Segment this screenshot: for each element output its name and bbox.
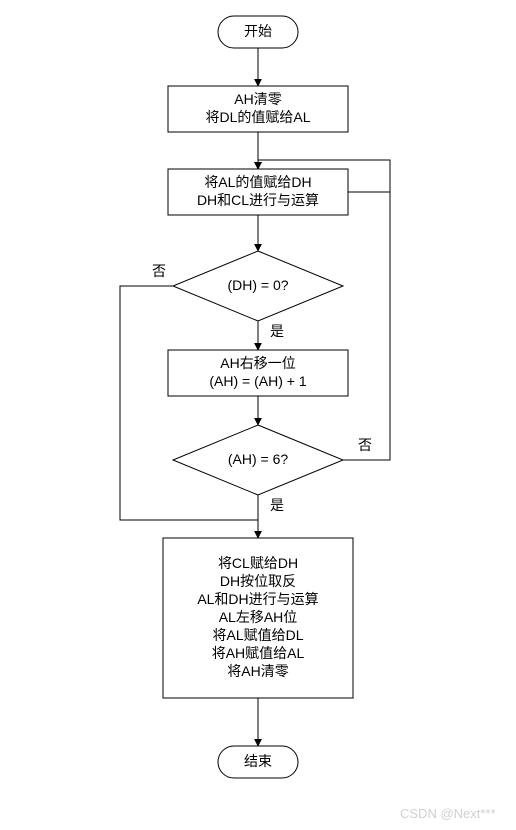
node-proc2: 将AL的值赋给DHDH和CL进行与运算: [168, 169, 348, 215]
edge-9: [343, 192, 390, 460]
node-dec2: (AH) = 6?: [173, 425, 343, 495]
svg-text:结束: 结束: [244, 753, 272, 769]
svg-text:(AH) = 6?: (AH) = 6?: [228, 451, 289, 467]
node-proc1: AH清零将DL的值赋给AL: [168, 86, 348, 132]
label-dec1_no: 否: [152, 263, 166, 279]
node-proc4: 将CL赋给DHDH按位取反AL和DH进行与运算AL左移AH位将AL赋值给DL将A…: [163, 538, 353, 698]
label-dec2_no: 否: [358, 437, 372, 453]
label-dec2_yes: 是: [270, 497, 284, 513]
svg-text:开始: 开始: [244, 23, 272, 39]
node-start: 开始: [218, 16, 298, 48]
watermark: CSDN @Next***: [400, 806, 496, 821]
svg-text:(DH) = 0?: (DH) = 0?: [227, 277, 288, 293]
label-dec1_yes: 是: [270, 323, 284, 339]
node-dec1: (DH) = 0?: [173, 251, 343, 321]
node-end: 结束: [218, 746, 298, 778]
node-proc3: AH右移一位(AH) = (AH) + 1: [168, 350, 348, 396]
